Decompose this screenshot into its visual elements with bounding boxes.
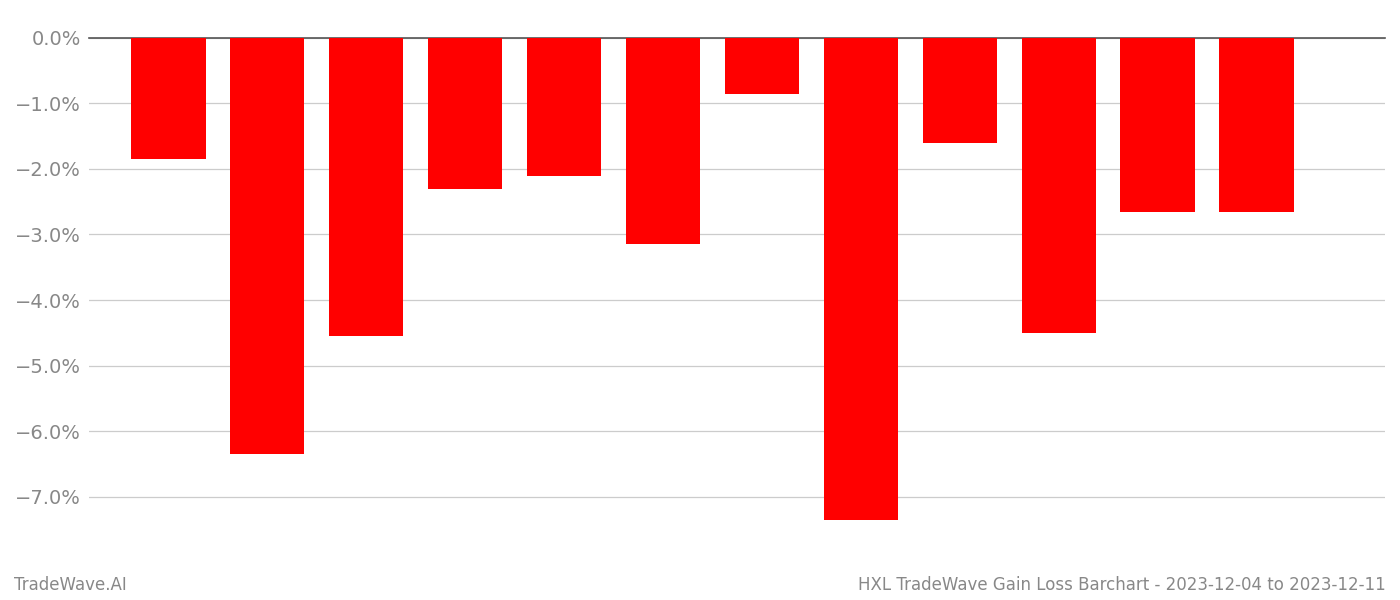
Bar [329, 38, 403, 336]
Bar [526, 38, 601, 176]
Text: TradeWave.AI: TradeWave.AI [14, 576, 127, 594]
Bar [1219, 38, 1294, 212]
Bar [230, 38, 304, 454]
Bar [725, 38, 799, 94]
Bar [923, 38, 997, 143]
Text: HXL TradeWave Gain Loss Barchart - 2023-12-04 to 2023-12-11: HXL TradeWave Gain Loss Barchart - 2023-… [858, 576, 1386, 594]
Bar [1120, 38, 1194, 212]
Bar [1022, 38, 1096, 333]
Bar [823, 38, 897, 520]
Bar [626, 38, 700, 244]
Bar [132, 38, 206, 159]
Bar [428, 38, 503, 188]
